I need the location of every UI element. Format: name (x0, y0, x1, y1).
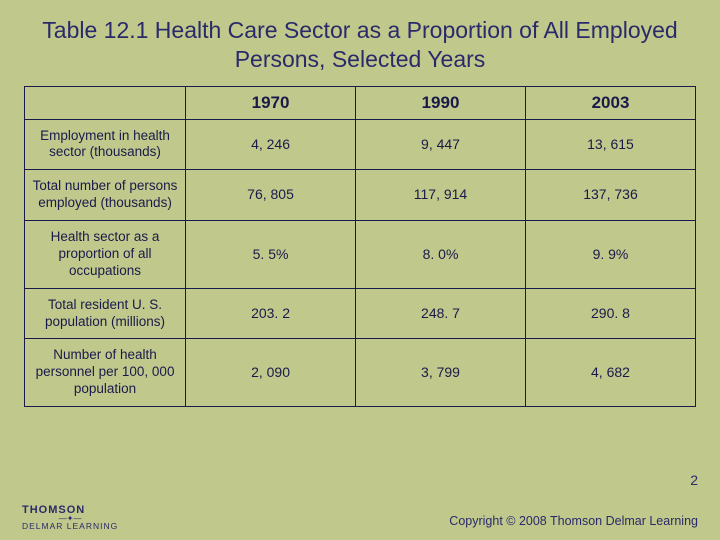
table-header-row: 1970 1990 2003 (25, 86, 696, 119)
row-label: Total resident U. S. population (million… (25, 288, 186, 339)
table-row: Health sector as a proportion of all occ… (25, 221, 696, 289)
row-label: Employment in health sector (thousands) (25, 119, 186, 170)
col-header-blank (25, 86, 186, 119)
cell: 4, 246 (186, 119, 356, 170)
col-header-1970: 1970 (186, 86, 356, 119)
table-row: Total resident U. S. population (million… (25, 288, 696, 339)
table-row: Number of health personnel per 100, 000 … (25, 339, 696, 407)
table-row: Employment in health sector (thousands) … (25, 119, 696, 170)
cell: 2, 090 (186, 339, 356, 407)
page-title: Table 12.1 Health Care Sector as a Propo… (0, 0, 720, 86)
row-label: Total number of persons employed (thousa… (25, 170, 186, 221)
cell: 4, 682 (525, 339, 695, 407)
cell: 3, 799 (356, 339, 526, 407)
col-header-1990: 1990 (356, 86, 526, 119)
col-header-2003: 2003 (525, 86, 695, 119)
row-label: Health sector as a proportion of all occ… (25, 221, 186, 289)
publisher-logo: THOMSON —✦— DELMAR LEARNING (22, 505, 118, 532)
cell: 9. 9% (525, 221, 695, 289)
cell: 203. 2 (186, 288, 356, 339)
page-number: 2 (690, 472, 698, 488)
cell: 13, 615 (525, 119, 695, 170)
data-table: 1970 1990 2003 Employment in health sect… (24, 86, 696, 408)
cell: 76, 805 (186, 170, 356, 221)
table-row: Total number of persons employed (thousa… (25, 170, 696, 221)
cell: 5. 5% (186, 221, 356, 289)
cell: 9, 447 (356, 119, 526, 170)
copyright-line: Copyright © 2008 Thomson Delmar Learning (449, 514, 698, 528)
cell: 137, 736 (525, 170, 695, 221)
row-label: Number of health personnel per 100, 000 … (25, 339, 186, 407)
cell: 117, 914 (356, 170, 526, 221)
table-container: 1970 1990 2003 Employment in health sect… (0, 86, 720, 408)
cell: 248. 7 (356, 288, 526, 339)
cell: 290. 8 (525, 288, 695, 339)
logo-line2: DELMAR LEARNING (22, 521, 118, 531)
cell: 8. 0% (356, 221, 526, 289)
